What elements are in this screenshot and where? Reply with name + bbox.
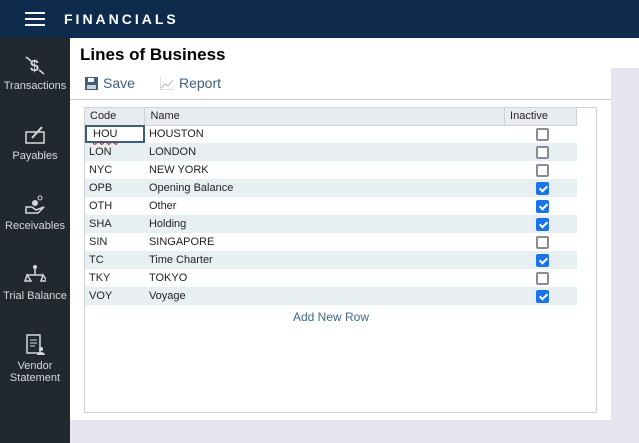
hamburger-menu-icon[interactable] xyxy=(25,12,45,26)
sidebar-item-label: Payables xyxy=(12,150,58,162)
column-header-code[interactable]: Code xyxy=(85,108,146,126)
inactive-checkbox[interactable] xyxy=(536,271,550,285)
sidebar-item-label: Trial Balance xyxy=(3,290,67,302)
inactive-cell xyxy=(504,287,577,305)
code-cell[interactable]: SHA xyxy=(85,215,145,233)
table-row[interactable]: LON LONDON xyxy=(85,143,577,161)
code-cell[interactable]: OTH xyxy=(89,200,113,212)
code-cell[interactable]: OPB xyxy=(85,179,145,197)
save-button[interactable]: Save xyxy=(85,75,135,91)
add-new-row-link[interactable]: Add New Row xyxy=(292,310,370,324)
column-header-inactive[interactable]: Inactive xyxy=(504,108,577,126)
dollar-transfer-icon: $ xyxy=(25,56,45,75)
line-chart-icon xyxy=(160,76,174,90)
inactive-checkbox[interactable] xyxy=(536,163,550,177)
code-cell[interactable]: HOU xyxy=(85,125,145,143)
name-cell[interactable]: NEW YORK xyxy=(148,164,209,176)
save-label: Save xyxy=(103,75,135,91)
code-cell[interactable]: VOY xyxy=(85,287,145,305)
report-button[interactable]: Report xyxy=(160,75,221,91)
sidebar-item-vendor-statement[interactable]: Vendor Statement xyxy=(0,334,70,384)
code-cell[interactable]: LON xyxy=(85,143,145,161)
name-cell[interactable]: HOUSTON xyxy=(148,128,204,141)
divider xyxy=(70,99,611,100)
scales-icon xyxy=(24,265,46,282)
floppy-disk-icon xyxy=(85,76,98,90)
inactive-cell xyxy=(505,161,577,179)
name-cell[interactable]: Voyage xyxy=(144,287,505,305)
sidebar-item-trial-balance[interactable]: Trial Balance xyxy=(0,264,70,302)
sidebar-item-label: Receivables xyxy=(5,220,65,232)
lines-of-business-grid: Code Name Inactive HOU HOUSTON LON LONDO… xyxy=(84,107,597,413)
statement-person-icon xyxy=(26,334,45,355)
table-row[interactable]: OTH Other xyxy=(85,197,577,215)
column-header-name[interactable]: Name xyxy=(144,108,506,126)
name-cell[interactable]: Opening Balance xyxy=(144,179,505,197)
page-title: Lines of Business xyxy=(80,45,226,64)
table-row[interactable]: TC Time Charter xyxy=(85,251,577,269)
inactive-checkbox[interactable] xyxy=(536,145,550,159)
table-row[interactable]: NYC NEW YORK xyxy=(85,161,577,179)
inactive-checkbox[interactable] xyxy=(536,199,550,213)
inactive-cell xyxy=(505,269,577,287)
table-row[interactable]: SHA Holding xyxy=(85,215,577,233)
inactive-cell xyxy=(505,233,577,251)
sidebar-item-receivables[interactable]: Receivables xyxy=(0,194,70,232)
inactive-checkbox[interactable] xyxy=(536,217,550,231)
name-cell[interactable]: TOKYO xyxy=(148,272,188,284)
main-content: Lines of Business Save Report Code Name … xyxy=(70,38,611,420)
inactive-checkbox[interactable] xyxy=(536,235,550,249)
code-cell[interactable]: TKY xyxy=(89,272,111,284)
inactive-checkbox[interactable] xyxy=(536,127,550,141)
table-row[interactable]: OPB Opening Balance xyxy=(85,179,577,197)
sidebar-item-payables[interactable]: Payables xyxy=(0,124,70,162)
inactive-cell xyxy=(505,125,577,143)
inactive-cell xyxy=(504,143,577,161)
inactive-cell xyxy=(504,215,577,233)
inactive-cell xyxy=(504,251,577,269)
table-row[interactable]: HOU HOUSTON xyxy=(85,125,577,143)
app-title: FINANCIALS xyxy=(64,11,179,27)
table-row[interactable]: TKY TOKYO xyxy=(85,269,577,287)
inactive-cell xyxy=(504,179,577,197)
report-label: Report xyxy=(179,75,222,91)
name-cell[interactable]: Other xyxy=(148,200,177,212)
inactive-cell xyxy=(505,197,577,215)
name-cell[interactable]: SINGAPORE xyxy=(148,236,215,248)
table-row[interactable]: SIN SINGAPORE xyxy=(85,233,577,251)
name-cell[interactable]: LONDON xyxy=(144,143,505,161)
inactive-checkbox[interactable] xyxy=(536,289,550,303)
sidebar: $ Transactions Payables Receivables Tria… xyxy=(0,38,70,443)
code-cell[interactable]: NYC xyxy=(89,164,113,176)
hand-coins-icon xyxy=(25,195,45,214)
name-cell[interactable]: Holding xyxy=(144,215,505,233)
check-sign-icon xyxy=(25,126,45,144)
inactive-checkbox[interactable] xyxy=(536,253,550,267)
table-row[interactable]: VOY Voyage xyxy=(85,287,577,305)
top-bar: FINANCIALS xyxy=(0,0,639,38)
svg-text:$: $ xyxy=(30,58,39,75)
name-cell[interactable]: Time Charter xyxy=(144,251,505,269)
sidebar-item-label: Transactions xyxy=(3,80,67,92)
code-cell[interactable]: SIN xyxy=(89,236,108,248)
inactive-checkbox[interactable] xyxy=(536,181,550,195)
code-cell[interactable]: TC xyxy=(85,251,145,269)
sidebar-item-transactions[interactable]: $ Transactions xyxy=(0,54,70,92)
sidebar-item-label: Vendor Statement xyxy=(9,360,61,384)
